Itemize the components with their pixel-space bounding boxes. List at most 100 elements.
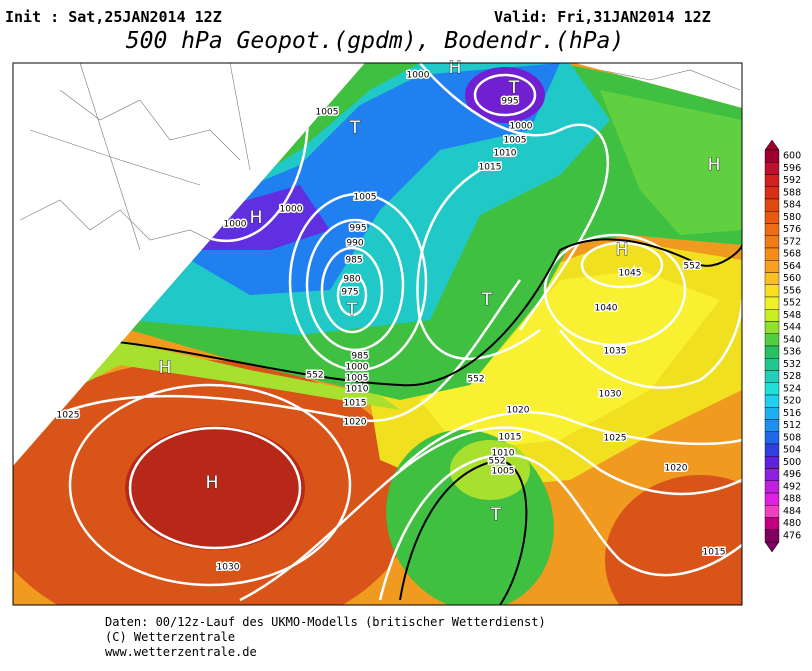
colorbar-swatch	[764, 162, 780, 175]
pressure-center: H	[616, 240, 629, 260]
colorbar-swatch	[764, 517, 780, 530]
colorbar-swatch	[764, 296, 780, 310]
pressure-center: T	[346, 300, 358, 320]
isobar-label: 1030	[599, 390, 622, 400]
colorbar-swatch	[764, 431, 780, 445]
isobar-label: 1010	[346, 385, 369, 395]
colorbar-label: 492	[783, 481, 801, 492]
isobar-label: 1015	[479, 163, 502, 173]
isobar-label: 1015	[344, 399, 367, 409]
colorbar-swatch	[764, 468, 780, 481]
isobar-label: 1025	[57, 411, 80, 421]
colorbar: 6005965925885845805765725685645605565525…	[764, 139, 801, 553]
colorbar-label: 484	[783, 506, 801, 517]
isobar-label: 1000	[280, 205, 303, 215]
init-time: Init : Sat,25JAN2014 12Z	[5, 8, 222, 26]
isobar-label: 552	[683, 262, 700, 272]
isobar-label: 1020	[665, 464, 688, 474]
colorbar-label: 528	[783, 371, 801, 382]
colorbar-label: 496	[783, 469, 801, 480]
isobar-label: 975	[341, 288, 358, 298]
isobar-label: 1020	[507, 406, 530, 416]
isobar-label: 1030	[217, 563, 240, 573]
isobar-label: 1005	[354, 193, 377, 203]
colorbar-label: 544	[783, 322, 801, 333]
map-title: 500 hPa Geopot.(gpdm), Bodendr.(hPa)	[126, 28, 625, 54]
colorbar-swatch	[764, 394, 780, 408]
pressure-center: H	[250, 208, 263, 228]
footer-line: (C) Wetterzentrale	[105, 630, 235, 644]
colorbar-label: 508	[783, 432, 801, 443]
footer: Daten: 00/12z-Lauf des UKMO-Modells (bri…	[105, 615, 546, 659]
colorbar-label: 500	[783, 457, 801, 468]
colorbar-swatch	[764, 358, 780, 371]
colorbar-label: 488	[783, 494, 801, 505]
isobar-label: 1010	[494, 149, 517, 159]
isobar-label: 1010	[492, 449, 515, 459]
colorbar-label: 592	[783, 175, 801, 186]
isobar-label: 1000	[407, 71, 430, 81]
isobar-label: 995	[501, 97, 518, 107]
isobar-label: 1040	[595, 304, 618, 314]
pressure-center: T	[508, 78, 520, 98]
colorbar-cap-bottom	[764, 541, 780, 553]
colorbar-label: 516	[783, 408, 801, 419]
contour-552	[99, 238, 742, 387]
footer-line: Daten: 00/12z-Lauf des UKMO-Modells (bri…	[105, 615, 546, 629]
colorbar-swatch	[764, 529, 780, 543]
isobar-label: 1000	[510, 122, 533, 132]
colorbar-swatch	[764, 260, 780, 273]
colorbar-label: 576	[783, 224, 801, 235]
colorbar-swatch	[764, 480, 780, 494]
isobar-label: 1000	[346, 363, 369, 373]
isobar-label: 1045	[619, 269, 642, 279]
footer-line: www.wetterzentrale.de	[105, 645, 257, 659]
colorbar-label: 568	[783, 249, 801, 260]
valid-time: Valid: Fri,31JAN2014 12Z	[494, 8, 711, 26]
colorbar-swatch	[764, 186, 780, 200]
colorbar-swatch	[764, 492, 780, 506]
colorbar-swatch	[764, 407, 780, 420]
pressure-center: H	[206, 473, 219, 493]
colorbar-label: 596	[783, 163, 801, 174]
map-frame	[12, 62, 743, 606]
isobar-label: 552	[488, 457, 505, 467]
colorbar-label: 600	[783, 151, 801, 162]
isobar-label: 990	[346, 239, 363, 249]
isobar-label: 552	[306, 371, 323, 381]
colorbar-label: 560	[783, 273, 801, 284]
colorbar-swatch	[764, 223, 780, 236]
isobar-label: 1025	[604, 434, 627, 444]
colorbar-swatch	[764, 235, 780, 249]
colorbar-swatch	[764, 505, 780, 518]
isobar-label: 1035	[604, 347, 627, 357]
field	[13, 63, 742, 605]
colorbar-swatch	[764, 272, 780, 285]
pressure-center: H	[159, 358, 172, 378]
isobar-label: 1005	[492, 467, 515, 477]
colorbar-label: 564	[783, 261, 801, 272]
isobar-label: 1015	[499, 433, 522, 443]
colorbar-swatch	[764, 198, 780, 212]
colorbar-label: 504	[783, 445, 801, 456]
isobar-label: 985	[345, 256, 362, 266]
pressure-center: H	[708, 155, 721, 175]
colorbar-label: 572	[783, 236, 801, 247]
colorbar-label: 480	[783, 518, 801, 529]
colorbar-swatch	[764, 382, 780, 396]
colorbar-label: 524	[783, 383, 801, 394]
colorbar-label: 552	[783, 298, 801, 309]
colorbar-swatch	[764, 370, 780, 383]
colorbar-label: 580	[783, 212, 801, 223]
colorbar-cap-top	[764, 139, 780, 151]
colorbar-label: 548	[783, 310, 801, 321]
isobar-label: 985	[351, 352, 368, 362]
colorbar-swatch	[764, 333, 780, 347]
isobar-label: 552	[467, 375, 484, 385]
colorbar-swatch	[764, 309, 780, 322]
colorbar-swatch	[764, 284, 780, 298]
colorbar-label: 532	[783, 359, 801, 370]
isobar-label: 1005	[346, 374, 369, 384]
